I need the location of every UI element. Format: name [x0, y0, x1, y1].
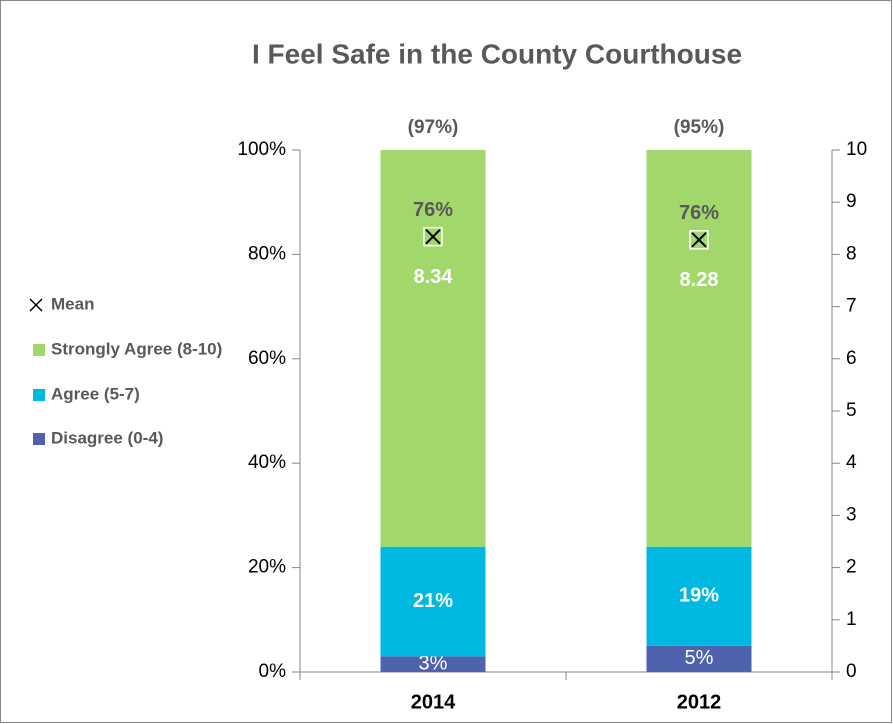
y-tick-label: 0%: [259, 661, 287, 682]
data-label: 76%: [679, 202, 719, 224]
bar-segment: [380, 150, 486, 547]
y2-tick-label: 1: [846, 609, 857, 630]
legend-marker: [29, 298, 43, 312]
y-tick-label: 100%: [237, 139, 286, 160]
mean-marker-stroke: [425, 228, 441, 245]
mean-marker-box: [689, 230, 709, 250]
legend-label: Strongly Agree (8-10): [51, 339, 222, 358]
data-label: 76%: [413, 199, 453, 221]
mean-label: 8.28: [680, 269, 719, 291]
y2-tick-label: 0: [846, 661, 857, 682]
y2-tick-label: 6: [846, 348, 857, 369]
legend-label: Agree (5-7): [51, 384, 140, 403]
y-tick-label: 20%: [248, 557, 286, 578]
legend-swatch: [33, 433, 45, 445]
legend-swatch: [33, 389, 45, 401]
mean-marker: [425, 228, 441, 245]
data-label: 21%: [413, 590, 453, 612]
x-tick-label: 2012: [677, 691, 722, 713]
legend-label: Disagree (0-4): [51, 428, 163, 447]
bar-segment: [646, 150, 752, 547]
y2-tick-label: 10: [846, 139, 867, 160]
total-annotation: (97%): [408, 117, 459, 138]
mean-marker-box: [423, 226, 443, 247]
bar-segment: [646, 546, 752, 646]
x-tick-label: 2014: [411, 691, 456, 713]
bar-segment: [380, 656, 486, 672]
y2-tick-label: 5: [846, 400, 857, 421]
data-label: 19%: [679, 585, 719, 607]
total-annotation: (95%): [674, 117, 725, 138]
chart-title: I Feel Safe in the County Courthouse: [252, 38, 742, 69]
y2-tick-label: 7: [846, 296, 857, 317]
y-tick-label: 60%: [248, 348, 286, 369]
mean-marker: [691, 232, 707, 248]
y2-tick-label: 3: [846, 504, 857, 525]
y2-tick-label: 2: [846, 557, 857, 578]
y2-tick-label: 8: [846, 243, 857, 264]
data-label: 5%: [685, 647, 714, 669]
mean-marker-stroke: [691, 232, 707, 248]
y2-tick-label: 4: [846, 452, 857, 473]
y2-tick-label: 9: [846, 191, 857, 212]
y-tick-label: 40%: [248, 452, 286, 473]
y-tick-label: 80%: [248, 243, 286, 264]
legend-swatch: [33, 344, 45, 356]
bar-segment: [646, 645, 752, 672]
data-label: 3%: [419, 652, 448, 674]
mean-label: 8.34: [414, 266, 454, 288]
bar-segment: [380, 546, 486, 657]
legend-label: Mean: [51, 294, 94, 313]
